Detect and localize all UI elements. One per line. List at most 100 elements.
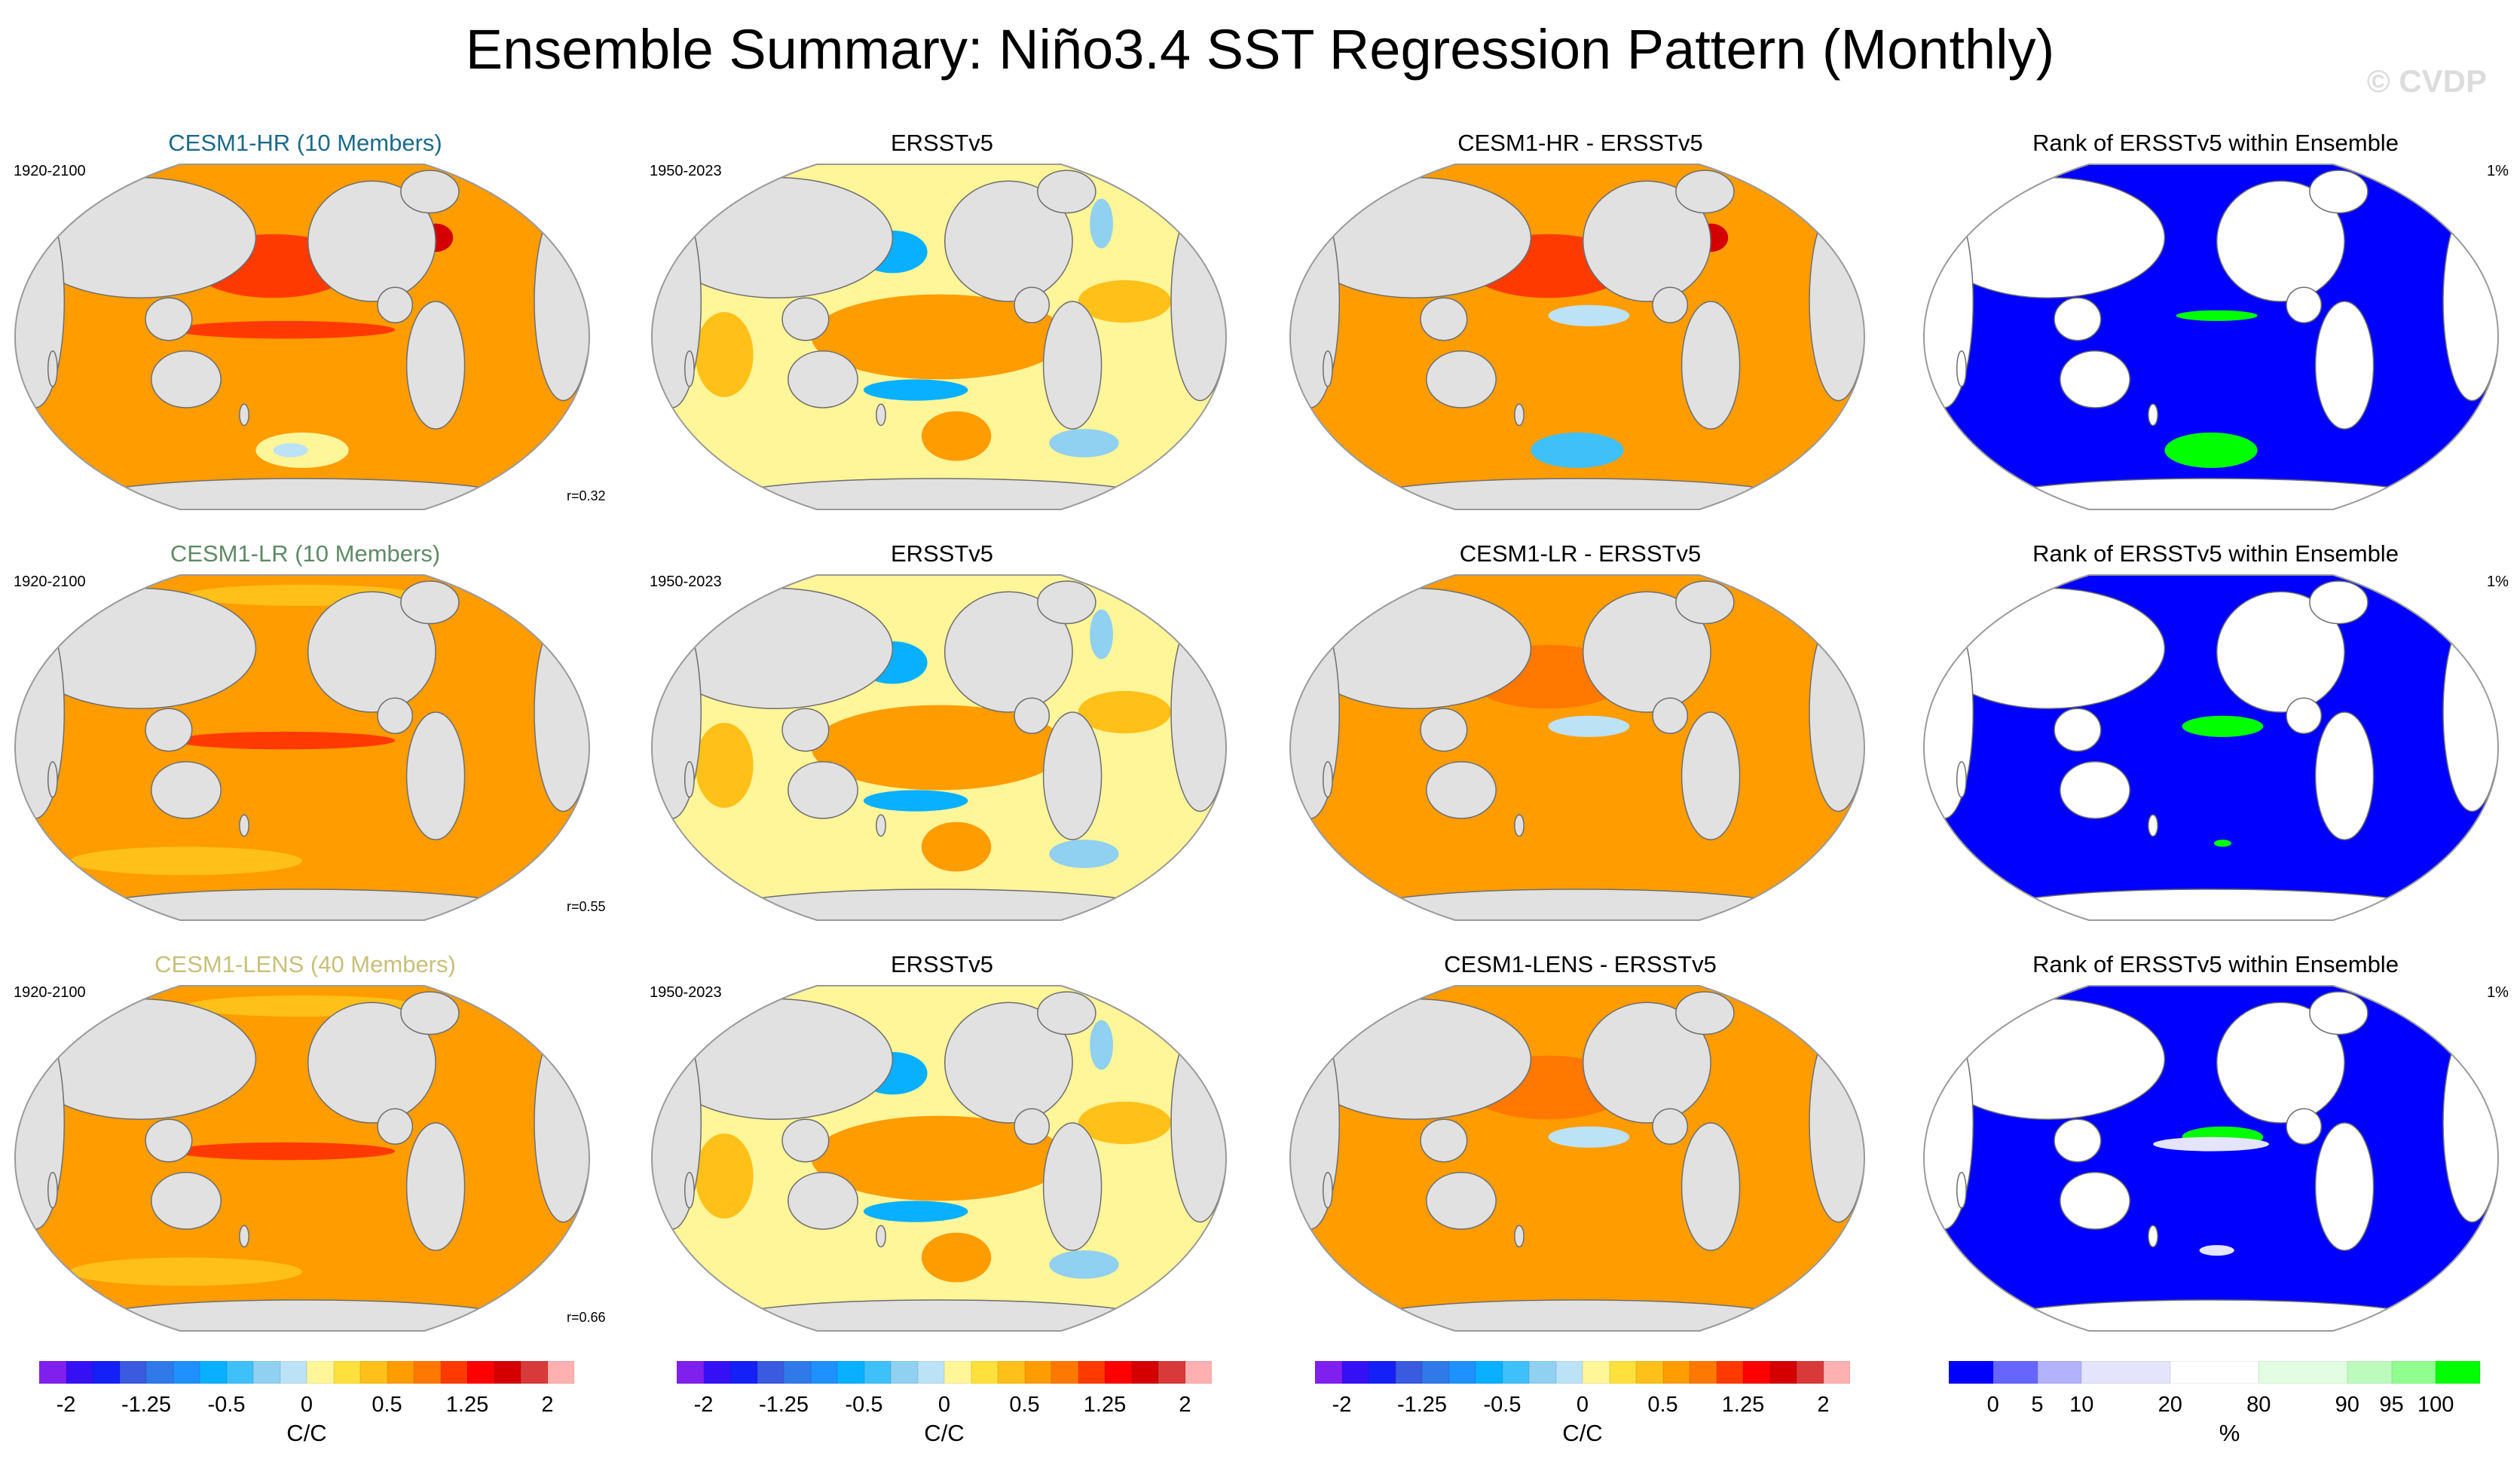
anomaly-region-equatorial-central-pacific bbox=[2176, 310, 2258, 321]
continent-south-america bbox=[405, 301, 466, 430]
colorbar-box bbox=[1369, 1361, 1396, 1384]
continent-australia bbox=[2060, 1172, 2130, 1230]
colorbar-box bbox=[1797, 1361, 1824, 1384]
continent-madagascar bbox=[684, 1172, 695, 1209]
continent-greenland bbox=[1675, 580, 1735, 625]
map-outline bbox=[651, 985, 1227, 1332]
continent-maritime-continent bbox=[781, 708, 830, 752]
continent-maritime-continent bbox=[145, 1118, 193, 1163]
colorbar-tick-label: -0.5 bbox=[845, 1393, 883, 1417]
continent-australia bbox=[151, 761, 222, 819]
continent-new-zealand bbox=[1514, 403, 1525, 427]
panel-diff-row3: CESM1-LENS - ERSSTv5 bbox=[1283, 950, 1878, 1341]
colorbar-box bbox=[1502, 1361, 1529, 1384]
map-outline bbox=[651, 574, 1227, 921]
continent-madagascar bbox=[1956, 350, 1967, 387]
map-model bbox=[14, 985, 590, 1332]
continent-central-america bbox=[377, 286, 414, 323]
colorbar-box bbox=[917, 1361, 944, 1384]
anomaly-region-south-atlantic bbox=[1049, 1250, 1119, 1279]
colorbar-box bbox=[119, 1361, 146, 1384]
continent-central-america bbox=[377, 697, 414, 734]
panel-title: Rank of ERSSTv5 within Ensemble bbox=[2032, 540, 2399, 567]
anomaly-region-south-pacific-mid-latitudes bbox=[921, 411, 992, 461]
continent-south-america bbox=[405, 1122, 466, 1251]
continent-greenland bbox=[2309, 991, 2369, 1035]
continent-australia bbox=[1426, 350, 1497, 408]
period-label: 1950-2023 bbox=[650, 984, 722, 1001]
colorbar-tick-label: -1.25 bbox=[758, 1393, 809, 1417]
colorbar-box bbox=[1105, 1361, 1132, 1384]
colorbar-units: C/C bbox=[286, 1420, 327, 1446]
colorbar-tick-label: 5 bbox=[2031, 1393, 2044, 1417]
continent-greenland bbox=[1037, 991, 1096, 1035]
map-diff bbox=[1289, 985, 1865, 1332]
colorbar-box bbox=[200, 1361, 227, 1384]
continent-south-america bbox=[1681, 1122, 1741, 1251]
colorbar-rank: 0 5 10 20 80 90 95 100% bbox=[1949, 1361, 2480, 1446]
continent-north-america bbox=[943, 1002, 1073, 1124]
colorbar-box bbox=[2170, 1361, 2259, 1384]
anomaly-region-south-pacific-patch bbox=[2199, 1245, 2234, 1256]
anomaly-region-equatorial-edges bbox=[2153, 1136, 2269, 1152]
anomaly-region-south-pacific-mid-latitudes bbox=[921, 821, 992, 872]
anomaly-region-southern-ocean bbox=[70, 1257, 302, 1286]
pattern-correlation-label: r=0.32 bbox=[567, 488, 606, 503]
map-rank bbox=[1923, 164, 2499, 510]
continent-australia bbox=[788, 761, 858, 819]
anomaly-region-tropical-north-atlantic bbox=[1078, 1101, 1171, 1145]
anomaly-region-eastern-pacific-flank bbox=[811, 1115, 1067, 1201]
colorbar-box bbox=[2259, 1361, 2347, 1384]
colorbar-model: -2 -1.25 -0.5 0 0.5 1.25 2 C/C bbox=[39, 1361, 574, 1446]
colorbar-tick-label: 0 bbox=[1576, 1393, 1589, 1417]
colorbar-obs: -2 -1.25 -0.5 0 0.5 1.25 2 C/C bbox=[677, 1361, 1212, 1446]
colorbar-box bbox=[280, 1361, 307, 1384]
colorbar-box bbox=[333, 1361, 360, 1384]
colorbar-box bbox=[1131, 1361, 1158, 1384]
map-obs bbox=[651, 574, 1227, 921]
cvdp-watermark: © CVDP bbox=[2366, 63, 2487, 99]
colorbar-box bbox=[1769, 1361, 1797, 1384]
map-rank bbox=[1923, 985, 2499, 1332]
anomaly-region-equatorial-eastern-pacific-tongue bbox=[174, 320, 396, 339]
panel-title: CESM1-LENS - ERSSTv5 bbox=[1444, 951, 1717, 977]
continent-new-zealand bbox=[876, 403, 886, 427]
colorbar-box bbox=[784, 1361, 811, 1384]
continent-madagascar bbox=[1956, 761, 1967, 798]
colorbar-box bbox=[387, 1361, 414, 1384]
colorbar-box bbox=[66, 1361, 93, 1384]
continent-maritime-continent bbox=[1420, 708, 1468, 752]
map-outline bbox=[14, 164, 590, 510]
colorbar-tick-label: 0.5 bbox=[1647, 1393, 1678, 1417]
continent-greenland bbox=[1037, 170, 1096, 214]
colorbar-box bbox=[414, 1361, 441, 1384]
colorbar-tick-label: 0 bbox=[937, 1393, 951, 1417]
map-outline bbox=[1289, 985, 1865, 1332]
map-outline bbox=[1923, 164, 2499, 510]
colorbar-box bbox=[226, 1361, 253, 1384]
continent-new-zealand bbox=[2148, 1225, 2158, 1248]
continent-central-america bbox=[1014, 1108, 1051, 1145]
anomaly-region-southern-ocean-patches bbox=[273, 443, 308, 457]
continent-maritime-continent bbox=[2054, 1118, 2102, 1163]
colorbar-box bbox=[1949, 1361, 1993, 1384]
continent-south-america bbox=[1681, 301, 1741, 430]
anomaly-region-south-pacific-convergence-zone bbox=[863, 1201, 968, 1222]
map-outline bbox=[1289, 164, 1865, 510]
colorbar-box bbox=[39, 1361, 66, 1384]
anomaly-region-indian-ocean bbox=[695, 312, 754, 397]
continent-maritime-continent bbox=[1420, 297, 1468, 341]
panel-diff-row2: CESM1-LR - ERSSTv5 bbox=[1283, 539, 1878, 931]
continent-north-america bbox=[307, 180, 436, 302]
anomaly-region-equatorial-eastern-pacific bbox=[1548, 715, 1630, 737]
colorbar-box bbox=[677, 1361, 704, 1384]
colorbar-tick-label: 1.25 bbox=[1721, 1393, 1765, 1417]
colorbar-box bbox=[1529, 1361, 1556, 1384]
colorbar-box bbox=[467, 1361, 494, 1384]
panel-title: Rank of ERSSTv5 within Ensemble bbox=[2032, 130, 2399, 156]
continent-north-america bbox=[307, 1002, 436, 1124]
colorbar-box bbox=[998, 1361, 1025, 1384]
continent-new-zealand bbox=[2148, 814, 2158, 837]
continent-madagascar bbox=[684, 350, 695, 387]
continent-greenland bbox=[400, 170, 460, 214]
